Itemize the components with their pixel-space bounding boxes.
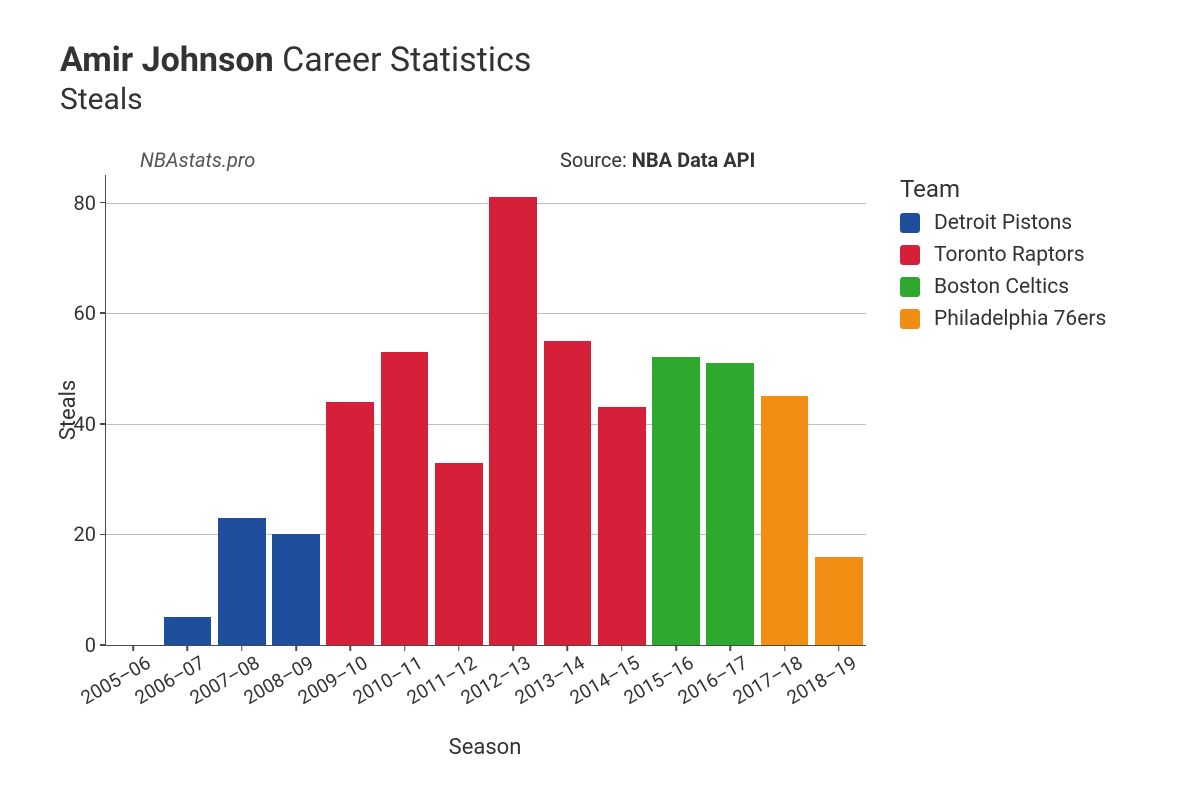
source-attribution: Source: NBA Data API [560, 148, 755, 172]
source-label: Source: [560, 148, 632, 172]
legend: Team Detroit Pistons Toronto Raptors Bosto… [900, 175, 1106, 339]
bar [815, 557, 863, 645]
bar [489, 197, 537, 645]
xtick-mark [350, 645, 352, 651]
legend-swatch [900, 245, 920, 265]
bar [761, 396, 809, 645]
xtick-mark [838, 645, 840, 651]
legend-item: Boston Celtics [900, 275, 1106, 299]
x-axis-title: Season [105, 735, 865, 760]
ytick-label: 20 [74, 522, 106, 546]
plot-area: 0204060802005–062006–072007–082008–09200… [105, 175, 866, 646]
legend-item: Detroit Pistons [900, 211, 1106, 235]
xtick-mark [132, 645, 134, 651]
gridline [106, 203, 866, 204]
xtick-mark [241, 645, 243, 651]
legend-label: Philadelphia 76ers [934, 307, 1106, 331]
ytick-label: 40 [74, 412, 106, 436]
legend-item: Toronto Raptors [900, 243, 1106, 267]
xtick-mark [295, 645, 297, 651]
bar [435, 463, 483, 645]
chart-subtitle: Steals [60, 82, 531, 117]
title-player: Amir Johnson [60, 40, 274, 80]
xtick-mark [730, 645, 732, 651]
legend-swatch [900, 213, 920, 233]
xtick-mark [512, 645, 514, 651]
xtick-mark [404, 645, 406, 651]
legend-swatch [900, 277, 920, 297]
bar [652, 357, 700, 645]
bar [706, 363, 754, 645]
chart-container: Amir Johnson Career Statistics Steals NB… [0, 0, 1200, 800]
bar [218, 518, 266, 645]
ytick-label: 60 [74, 301, 106, 325]
watermark-text: NBAstats.pro [140, 148, 255, 172]
xtick-mark [187, 645, 189, 651]
chart-title: Amir Johnson Career Statistics [60, 40, 531, 80]
xtick-mark [621, 645, 623, 651]
source-value: NBA Data API [632, 148, 756, 172]
bar [164, 617, 212, 645]
legend-label: Detroit Pistons [934, 211, 1072, 235]
title-suffix: Career Statistics [274, 40, 532, 80]
xtick-mark [567, 645, 569, 651]
bar [544, 341, 592, 645]
legend-title: Team [900, 175, 1106, 203]
legend-swatch [900, 309, 920, 329]
bar [272, 534, 320, 645]
gridline [106, 313, 866, 314]
legend-label: Toronto Raptors [934, 243, 1085, 267]
ytick-label: 80 [74, 191, 106, 215]
legend-label: Boston Celtics [934, 275, 1069, 299]
bar [381, 352, 429, 645]
xtick-mark [784, 645, 786, 651]
xtick-mark [675, 645, 677, 651]
chart-title-block: Amir Johnson Career Statistics Steals [60, 40, 531, 117]
legend-item: Philadelphia 76ers [900, 307, 1106, 331]
bar [326, 402, 374, 645]
ytick-label: 0 [85, 633, 106, 657]
bar [598, 407, 646, 645]
xtick-mark [458, 645, 460, 651]
